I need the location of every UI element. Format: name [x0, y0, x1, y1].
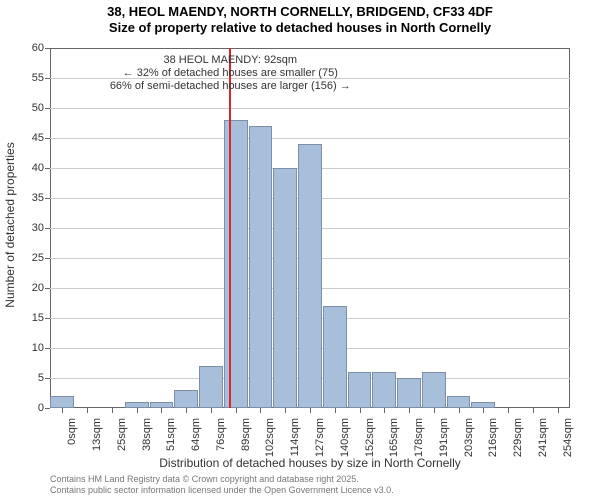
ytick-mark: [45, 228, 50, 229]
ytick-label: 55: [32, 72, 44, 84]
ytick-label: 35: [32, 192, 44, 204]
histogram-bar: [224, 120, 248, 408]
xtick-label: 76sqm: [215, 418, 227, 451]
xtick-mark: [434, 408, 435, 413]
attribution-line1: Contains HM Land Registry data © Crown c…: [50, 474, 394, 485]
chart-title: 38, HEOL MAENDY, NORTH CORNELLY, BRIDGEN…: [0, 0, 600, 37]
xtick-mark: [87, 408, 88, 413]
ytick-mark: [45, 198, 50, 199]
xtick-label: 165sqm: [388, 418, 400, 457]
attribution: Contains HM Land Registry data © Crown c…: [50, 474, 394, 496]
xtick-label: 64sqm: [190, 418, 202, 451]
ytick-label: 25: [32, 252, 44, 264]
xtick-label: 25sqm: [116, 418, 128, 451]
xtick-label: 0sqm: [66, 418, 78, 445]
xtick-mark: [508, 408, 509, 413]
xtick-label: 203sqm: [463, 418, 475, 457]
gridline: [50, 138, 570, 139]
gridline: [50, 108, 570, 109]
xtick-mark: [533, 408, 534, 413]
ytick-label: 15: [32, 312, 44, 324]
xtick-mark: [459, 408, 460, 413]
annotation-line1: 38 HEOL MAENDY: 92sqm: [110, 54, 351, 67]
xtick-label: 140sqm: [339, 418, 351, 457]
ytick-mark: [45, 108, 50, 109]
y-axis-title: Number of detached properties: [3, 142, 17, 307]
ytick-label: 10: [32, 342, 44, 354]
ytick-mark: [45, 48, 50, 49]
histogram-bar: [199, 366, 223, 408]
xtick-label: 178sqm: [413, 418, 425, 457]
title-line2: Size of property relative to detached ho…: [0, 20, 600, 36]
xtick-mark: [62, 408, 63, 413]
ytick-label: 50: [32, 102, 44, 114]
ytick-mark: [45, 318, 50, 319]
xtick-label: 152sqm: [364, 418, 376, 457]
ytick-label: 20: [32, 282, 44, 294]
xtick-label: 13sqm: [91, 418, 103, 451]
xtick-label: 229sqm: [512, 418, 524, 457]
histogram-bar: [422, 372, 446, 408]
attribution-line2: Contains public sector information licen…: [50, 485, 394, 496]
xtick-mark: [137, 408, 138, 413]
histogram-bar: [372, 372, 396, 408]
annotation-box: 38 HEOL MAENDY: 92sqm← 32% of detached h…: [110, 54, 351, 94]
xtick-mark: [236, 408, 237, 413]
annotation-line3: 66% of semi-detached houses are larger (…: [110, 80, 351, 93]
xtick-label: 254sqm: [562, 418, 574, 457]
xtick-mark: [161, 408, 162, 413]
ytick-mark: [45, 138, 50, 139]
ytick-label: 40: [32, 162, 44, 174]
xtick-label: 241sqm: [537, 418, 549, 457]
histogram-bar: [323, 306, 347, 408]
xtick-label: 114sqm: [289, 418, 301, 456]
ytick-mark: [45, 288, 50, 289]
xtick-label: 38sqm: [141, 418, 153, 451]
xtick-label: 191sqm: [438, 418, 450, 457]
xtick-label: 127sqm: [314, 418, 326, 457]
ytick-mark: [45, 78, 50, 79]
xtick-label: 216sqm: [487, 418, 499, 457]
title-line1: 38, HEOL MAENDY, NORTH CORNELLY, BRIDGEN…: [0, 4, 600, 20]
histogram-bar: [174, 390, 198, 408]
histogram-bar: [298, 144, 322, 408]
ytick-label: 0: [38, 402, 44, 414]
x-axis-title: Distribution of detached houses by size …: [159, 456, 461, 470]
xtick-mark: [360, 408, 361, 413]
xtick-mark: [409, 408, 410, 413]
histogram-bar: [249, 126, 273, 408]
xtick-label: 89sqm: [240, 418, 252, 451]
ytick-mark: [45, 348, 50, 349]
xtick-mark: [260, 408, 261, 413]
xtick-mark: [285, 408, 286, 413]
ytick-label: 60: [32, 42, 44, 54]
xtick-mark: [186, 408, 187, 413]
ytick-mark: [45, 378, 50, 379]
x-axis-line-top: [50, 48, 570, 49]
histogram-bar: [397, 378, 421, 408]
ytick-label: 30: [32, 222, 44, 234]
xtick-mark: [335, 408, 336, 413]
histogram-bar: [348, 372, 372, 408]
plot-rect: 0510152025303540455055600sqm13sqm25sqm38…: [50, 48, 570, 408]
ytick-mark: [45, 408, 50, 409]
ytick-label: 45: [32, 132, 44, 144]
ytick-mark: [45, 168, 50, 169]
ytick-label: 5: [38, 372, 44, 384]
histogram-bar: [447, 396, 471, 408]
annotation-line2: ← 32% of detached houses are smaller (75…: [110, 67, 351, 80]
ytick-mark: [45, 258, 50, 259]
xtick-label: 102sqm: [264, 418, 276, 457]
xtick-label: 51sqm: [165, 418, 177, 451]
reference-line: [229, 48, 231, 408]
xtick-mark: [310, 408, 311, 413]
chart-plot-area: 0510152025303540455055600sqm13sqm25sqm38…: [50, 48, 570, 408]
xtick-mark: [211, 408, 212, 413]
histogram-bar: [50, 396, 74, 408]
histogram-bar: [273, 168, 297, 408]
xtick-mark: [483, 408, 484, 413]
xtick-mark: [558, 408, 559, 413]
xtick-mark: [112, 408, 113, 413]
xtick-mark: [384, 408, 385, 413]
